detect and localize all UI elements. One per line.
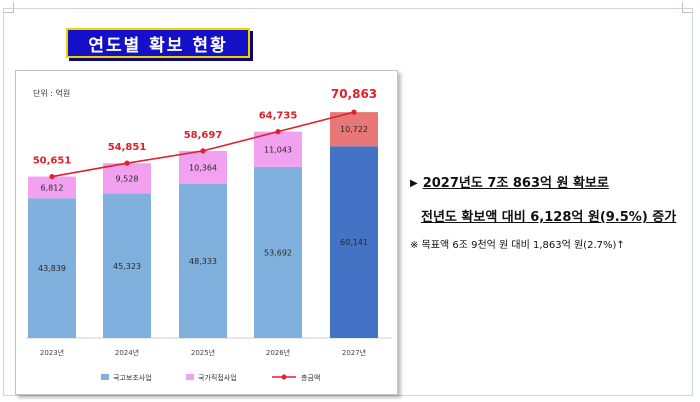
bar-direct-0 [28, 176, 76, 199]
bar-direct-2 [179, 150, 227, 184]
summary-note: ※ 목표액 6조 9천억 원 대비 1,863억 원(2.7%)↑ [410, 240, 625, 251]
x-tick-label-2: 2025년 [191, 348, 215, 357]
legend-swatch-direct [186, 374, 194, 380]
data-label-national-0: 43,839 [38, 264, 66, 273]
total-label-2: 58,697 [184, 130, 223, 141]
legend-swatch-national [101, 374, 109, 380]
unit-label: 단위 : 억원 [33, 88, 70, 98]
data-label-national-2: 48,333 [189, 257, 217, 266]
bar-national-1 [103, 193, 151, 338]
legend-label-total: 총금액 [301, 373, 320, 382]
triangle-bullet-icon: ▶ [410, 178, 418, 189]
total-point-4 [351, 109, 357, 115]
data-label-national-3: 53,692 [264, 248, 292, 257]
x-tick-label-1: 2024년 [115, 348, 139, 357]
page-corner-mark [682, 2, 693, 13]
bar-national-4 [330, 146, 378, 338]
bar-direct-3 [254, 131, 302, 167]
data-label-national-1: 45,323 [113, 262, 141, 271]
data-label-direct-1: 9,528 [116, 174, 139, 183]
data-label-direct-3: 11,043 [264, 145, 292, 154]
document-frame [3, 8, 693, 396]
summary-headline: ▶ 2027년도 7조 863억 원 확보로 [410, 172, 609, 191]
x-tick-label-0: 2023년 [40, 348, 64, 357]
legend-label-national: 국고보조사업 [113, 373, 152, 382]
total-point-0 [49, 173, 55, 180]
legend-marker-total [281, 374, 287, 380]
chart-title-box: 연도별 확보 현황 [66, 28, 250, 58]
data-label-direct-4: 10,722 [340, 125, 368, 134]
bar-direct-4 [330, 112, 378, 147]
x-tick-label-4: 2027년 [342, 348, 366, 357]
x-tick-label-3: 2026년 [266, 348, 290, 357]
page-corner-mark [3, 2, 14, 13]
total-label-4: 70,863 [331, 87, 377, 101]
total-label-0: 50,651 [33, 156, 72, 167]
legend-label-direct: 국가직접사업 [198, 373, 237, 382]
data-label-national-4: 60,141 [340, 238, 368, 247]
chart-card: 단위 : 억원 43,839 6,812 45,323 9,528 48,333 10,3… [15, 70, 398, 395]
total-point-1 [124, 160, 130, 166]
data-label-direct-2: 10,364 [189, 163, 217, 172]
data-label-direct-0: 6,812 [41, 183, 64, 192]
summary-line-2: 전년도 확보액 대비 6,128억 원(9.5%) 증가 [421, 210, 677, 225]
stacked-bar-chart: 단위 : 억원 43,839 6,812 45,323 9,528 48,333 10,3… [26, 87, 392, 382]
bar-national-0 [28, 198, 76, 338]
total-point-2 [200, 148, 206, 154]
summary-line-1: 2027년도 7조 863억 원 확보로 [422, 176, 609, 191]
total-point-3 [275, 129, 281, 135]
bar-national-2 [179, 183, 227, 338]
total-label-1: 54,851 [108, 142, 147, 153]
bar-direct-1 [103, 163, 151, 194]
bar-national-3 [254, 166, 302, 338]
total-label-3: 64,735 [259, 111, 298, 122]
